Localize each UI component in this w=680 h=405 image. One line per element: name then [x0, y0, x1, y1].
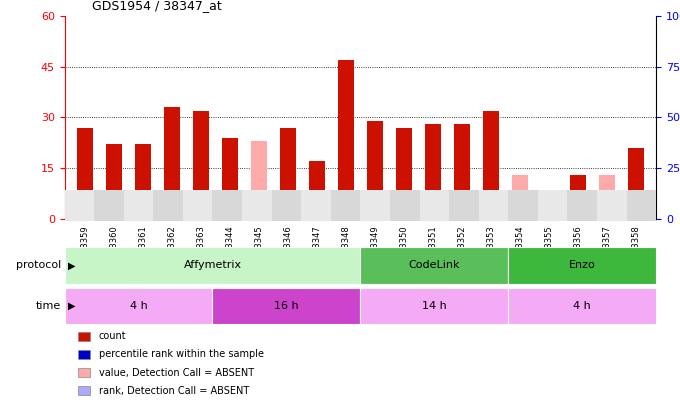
Text: time: time	[36, 301, 61, 311]
Bar	[65, 190, 94, 221]
Text: protocol: protocol	[16, 260, 61, 270]
Bar	[538, 190, 567, 221]
Bar	[301, 190, 330, 221]
Text: percentile rank within the sample: percentile rank within the sample	[99, 350, 264, 359]
Bar	[94, 190, 124, 221]
Bar	[508, 190, 538, 221]
Text: ▶: ▶	[68, 260, 75, 270]
Bar	[425, 124, 441, 219]
Bar	[135, 215, 151, 219]
Text: 4 h: 4 h	[130, 301, 148, 311]
Bar	[628, 215, 644, 219]
Bar	[77, 215, 93, 219]
Bar	[242, 190, 271, 221]
Bar	[508, 247, 656, 284]
Bar	[454, 214, 470, 219]
Bar	[106, 216, 122, 219]
Text: count: count	[99, 331, 126, 341]
Bar	[570, 215, 586, 219]
Bar	[212, 288, 360, 324]
Bar	[309, 161, 325, 219]
Bar	[628, 148, 644, 219]
Bar	[570, 175, 586, 219]
Text: GDS1954 / 38347_at: GDS1954 / 38347_at	[92, 0, 222, 12]
Bar	[280, 128, 296, 219]
Bar	[212, 190, 242, 221]
Bar	[222, 215, 238, 219]
Bar	[153, 190, 183, 221]
Bar	[396, 215, 412, 219]
Bar	[512, 175, 528, 219]
Bar	[183, 190, 212, 221]
Bar	[367, 121, 383, 219]
Bar	[396, 128, 412, 219]
Text: CodeLink: CodeLink	[409, 260, 460, 270]
Bar	[124, 190, 153, 221]
Text: ▶: ▶	[68, 301, 75, 311]
Text: value, Detection Call = ABSENT: value, Detection Call = ABSENT	[99, 368, 254, 377]
Text: Enzo: Enzo	[569, 260, 596, 270]
Bar	[222, 138, 238, 219]
Bar	[479, 190, 509, 221]
Bar	[360, 288, 508, 324]
Text: 4 h: 4 h	[573, 301, 591, 311]
Bar	[65, 288, 212, 324]
Bar	[454, 124, 470, 219]
Bar	[483, 212, 499, 219]
Bar	[65, 247, 360, 284]
Bar	[280, 215, 296, 219]
Bar	[251, 216, 267, 219]
Bar	[164, 210, 180, 219]
Bar	[106, 145, 122, 219]
Bar	[420, 190, 449, 221]
Bar	[360, 190, 390, 221]
Bar	[627, 190, 656, 221]
Bar	[483, 111, 499, 219]
Bar	[390, 190, 420, 221]
Bar	[567, 190, 597, 221]
Bar	[193, 212, 209, 219]
Bar	[135, 145, 151, 219]
Bar	[508, 288, 656, 324]
Bar	[338, 210, 354, 219]
Bar	[251, 141, 267, 219]
Bar	[309, 210, 325, 219]
Text: Affymetrix: Affymetrix	[184, 260, 241, 270]
Bar	[367, 212, 383, 219]
Text: 16 h: 16 h	[274, 301, 299, 311]
Bar	[425, 214, 441, 219]
Bar	[77, 128, 93, 219]
Bar	[360, 247, 508, 284]
Bar	[193, 111, 209, 219]
Bar	[449, 190, 479, 221]
Bar	[597, 190, 627, 221]
Bar	[599, 175, 615, 219]
Text: 14 h: 14 h	[422, 301, 447, 311]
Text: rank, Detection Call = ABSENT: rank, Detection Call = ABSENT	[99, 386, 249, 396]
Bar	[541, 192, 557, 219]
Bar	[338, 60, 354, 219]
Bar	[271, 190, 301, 221]
Bar	[164, 107, 180, 219]
Bar	[330, 190, 360, 221]
